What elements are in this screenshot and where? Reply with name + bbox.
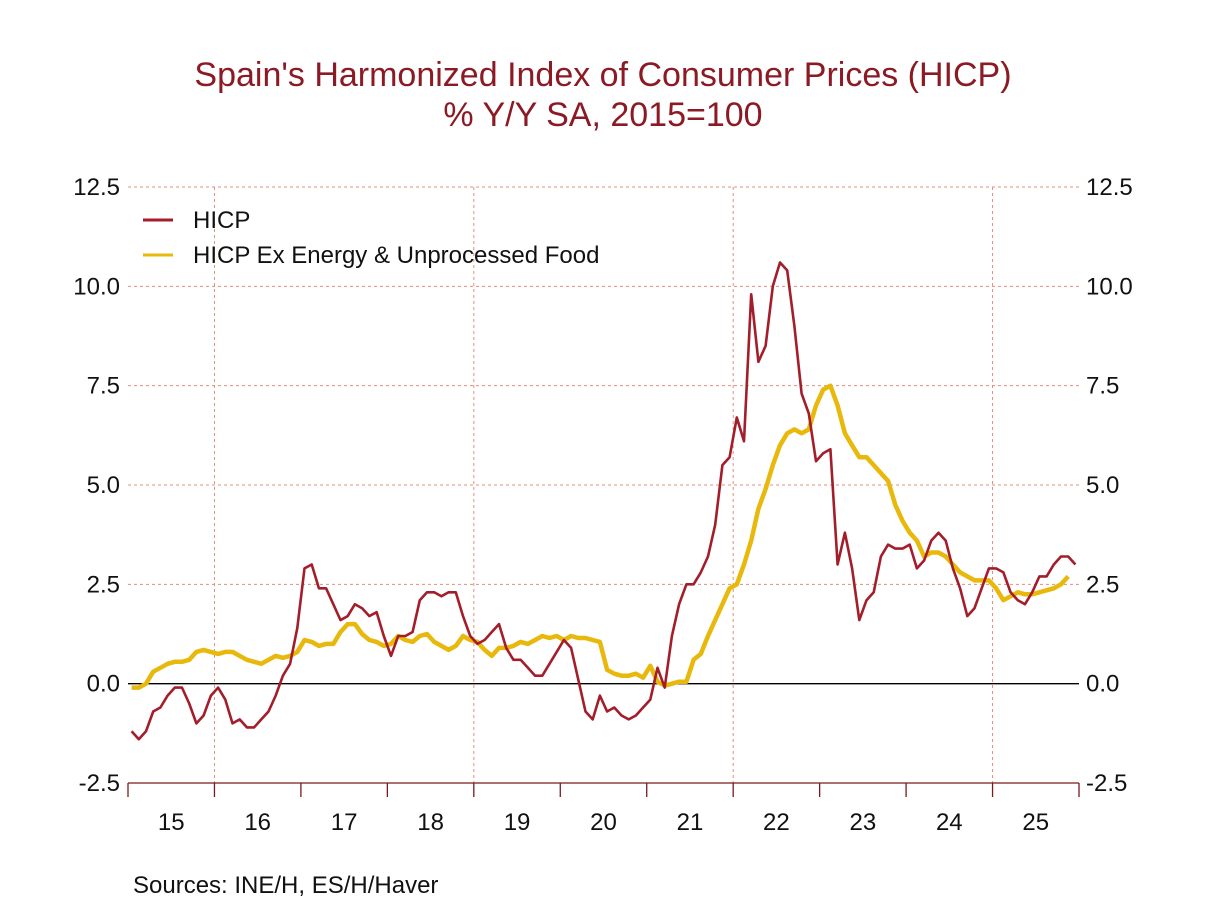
y-tick-label-right: 5.0 <box>1086 472 1119 499</box>
x-tick-label: 17 <box>331 809 358 836</box>
x-tick-label: 20 <box>590 809 617 836</box>
y-tick-label-right: 10.0 <box>1086 273 1133 300</box>
x-tick-label: 18 <box>417 809 444 836</box>
chart-subtitle: % Y/Y SA, 2015=100 <box>443 96 762 134</box>
x-tick-label: 24 <box>936 809 963 836</box>
chart-title: Spain's Harmonized Index of Consumer Pri… <box>194 56 1011 94</box>
y-tick-label-right: 2.5 <box>1086 571 1119 598</box>
x-tick-label: 22 <box>763 809 790 836</box>
x-tick-label: 15 <box>158 809 185 836</box>
series-line-core <box>131 383 1070 690</box>
y-tick-label-left: 2.5 <box>87 571 120 598</box>
y-tick-label-left: 7.5 <box>87 373 120 400</box>
series-line-hicp <box>130 261 1077 741</box>
legend: HICP HICP Ex Energy & Unprocessed Food <box>143 207 599 269</box>
y-tick-label-left: 0.0 <box>87 671 120 698</box>
x-tick-label: 19 <box>504 809 531 836</box>
x-tick-label: 23 <box>850 809 877 836</box>
legend-label-hicp: HICP <box>193 207 250 234</box>
gridlines <box>128 186 1079 783</box>
x-tick-label: 16 <box>244 809 271 836</box>
y-tick-label-left: 5.0 <box>87 472 120 499</box>
y-tick-label-right: 12.5 <box>1086 174 1133 201</box>
axes: 12.5 12.5 10.0 10.0 7.5 7.5 5.0 5.0 2.5 2.5 0.0 0.0… <box>73 174 1132 836</box>
y-tick-label-left: 10.0 <box>73 273 120 300</box>
y-tick-label-right: 7.5 <box>1086 373 1119 400</box>
x-tick-label: 25 <box>1022 809 1049 836</box>
y-tick-label-right: 0.0 <box>1086 671 1119 698</box>
y-tick-label-left: -2.5 <box>79 770 120 797</box>
sources-note: Sources: INE/H, ES/H/Haver <box>133 872 438 899</box>
series-lines <box>130 261 1077 741</box>
legend-label-core: HICP Ex Energy & Unprocessed Food <box>193 242 599 269</box>
y-tick-label-left: 12.5 <box>73 174 120 201</box>
x-tick-label: 21 <box>677 809 704 836</box>
y-tick-label-right: -2.5 <box>1086 770 1127 797</box>
